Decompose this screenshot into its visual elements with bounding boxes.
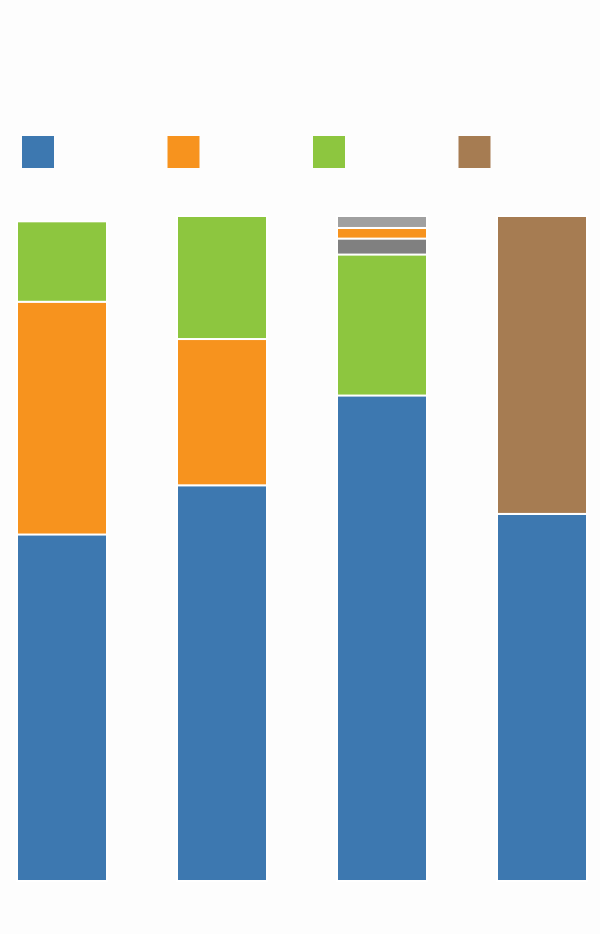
legend-swatch-2 bbox=[167, 136, 200, 168]
bar-4 bbox=[496, 215, 588, 882]
legend-swatch-4 bbox=[458, 136, 491, 168]
bar-3-segment-3 bbox=[336, 237, 428, 256]
bar-2-segment-3 bbox=[176, 215, 268, 341]
bar-4-segment-1 bbox=[496, 512, 588, 882]
bar-2-segment-1 bbox=[176, 484, 268, 882]
bar-3-segment-5 bbox=[336, 215, 428, 229]
legend bbox=[22, 136, 491, 168]
legend-swatch-1 bbox=[22, 136, 54, 168]
bar-3-segment-2 bbox=[336, 253, 428, 397]
bar-2 bbox=[176, 215, 268, 882]
bar-1-segment-3 bbox=[16, 220, 108, 303]
bar-1-segment-1 bbox=[16, 533, 108, 882]
bar-3-segment-1 bbox=[336, 394, 428, 882]
plot-area bbox=[16, 215, 588, 882]
bar-2-segment-2 bbox=[176, 338, 268, 487]
bar-3-segment-4 bbox=[336, 226, 428, 240]
bar-1 bbox=[16, 220, 108, 882]
bar-3 bbox=[336, 215, 428, 882]
legend-swatch-3 bbox=[313, 136, 345, 168]
bar-1-segment-2 bbox=[16, 300, 108, 536]
bar-4-segment-2 bbox=[496, 215, 588, 515]
